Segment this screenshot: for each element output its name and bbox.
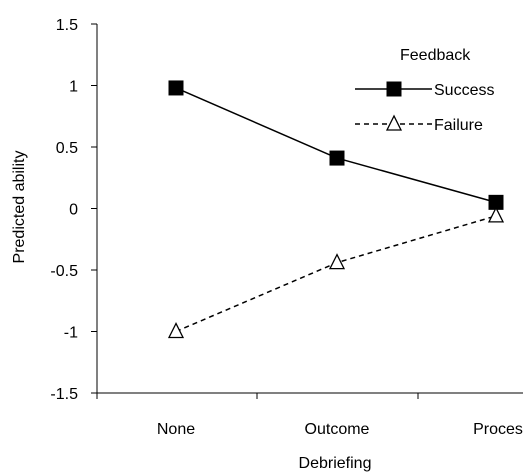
legend-items: Success Failure — [355, 81, 494, 134]
y-tick-label: 0 — [69, 202, 78, 219]
legend-item-failure: Failure — [355, 114, 483, 134]
y-tick-label: 0.5 — [56, 140, 78, 157]
legend: Feedback Success Failure — [355, 47, 494, 134]
y-tick-label: 1.5 — [56, 17, 78, 34]
success-data-point — [168, 80, 184, 96]
success-series-line — [175, 87, 497, 204]
tick-labels: -1.5 -1 -0.5 0 0.5 1 1.5 None Outcome Proces — [50, 17, 522, 438]
x-tick-label: None — [157, 421, 195, 438]
x-tick-label: Proces — [473, 421, 523, 438]
y-axis-title: Predicted ability — [11, 151, 28, 264]
y-tick-label: -0.5 — [50, 263, 78, 280]
x-tick-label: Outcome — [305, 421, 370, 438]
y-tick-label: -1.5 — [50, 386, 78, 403]
legend-label-failure: Failure — [434, 117, 483, 134]
legend-title: Feedback — [400, 47, 471, 64]
legend-item-success: Success — [355, 81, 494, 99]
failure-data-point — [167, 322, 185, 339]
failure-data-point — [487, 206, 505, 223]
y-tick-label: -1 — [64, 325, 78, 342]
axes — [91, 23, 523, 399]
failure-series-line — [175, 215, 497, 333]
series — [167, 80, 505, 339]
success-data-point — [329, 150, 345, 166]
failure-data-point — [328, 253, 346, 270]
legend-label-success: Success — [434, 82, 494, 99]
x-axis-title: Debriefing — [299, 455, 372, 472]
legend-marker-failure — [385, 114, 403, 131]
y-tick-label: 1 — [69, 79, 78, 96]
legend-marker-success — [386, 81, 402, 97]
